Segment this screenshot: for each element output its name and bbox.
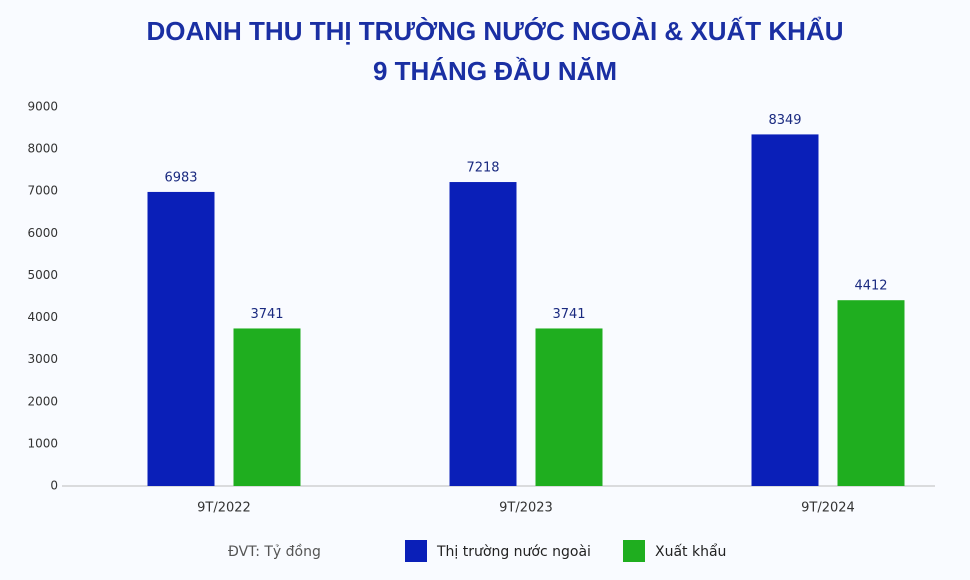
legend-label: Xuất khẩu (655, 543, 726, 560)
y-tick-label: 4000 (27, 310, 58, 324)
y-tick-label: 0 (50, 479, 58, 493)
y-tick-label: 7000 (27, 184, 58, 198)
y-tick-label: 2000 (27, 394, 58, 408)
value-label: 6983 (164, 170, 197, 185)
unit-note: ĐVT: Tỷ đồng (228, 543, 321, 560)
value-label: 3741 (250, 307, 283, 322)
y-tick-label: 1000 (27, 436, 58, 450)
legend-label: Thị trường nước ngoài (436, 544, 591, 560)
bar (233, 328, 301, 486)
value-label: 7218 (466, 161, 499, 176)
y-tick-label: 5000 (27, 268, 58, 282)
legend-swatch (405, 540, 427, 562)
y-tick-label: 3000 (27, 352, 58, 366)
y-tick-label: 6000 (27, 226, 58, 240)
legend-swatch (623, 540, 645, 562)
bar (751, 134, 819, 486)
x-tick-label: 9T/2022 (197, 501, 251, 516)
bar (449, 182, 517, 487)
y-tick-label: 8000 (27, 142, 58, 156)
value-label: 4412 (854, 279, 887, 294)
value-label: 8349 (768, 113, 801, 128)
x-tick-label: 9T/2024 (801, 501, 855, 516)
bar (837, 300, 905, 486)
y-tick-label: 9000 (27, 100, 58, 114)
chart-title: DOANH THU THỊ TRƯỜNG NƯỚC NGOÀI & XUẤT K… (146, 16, 843, 46)
bar (535, 328, 603, 486)
chart-title: 9 THÁNG ĐẦU NĂM (373, 56, 617, 86)
x-tick-label: 9T/2023 (499, 501, 553, 516)
bar (147, 191, 215, 486)
value-label: 3741 (552, 307, 585, 322)
